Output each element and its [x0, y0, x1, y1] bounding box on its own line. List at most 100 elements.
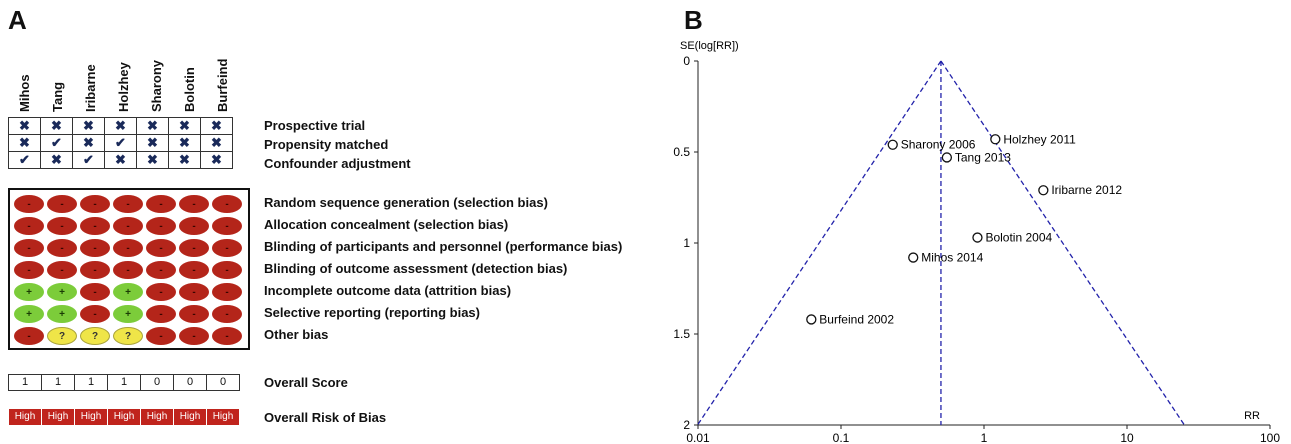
design-row-label: Propensity matched — [264, 137, 389, 152]
bias-rating-high: - — [14, 327, 44, 345]
bias-rating-high: - — [14, 195, 44, 213]
design-row: ✖ ✔ ✖ ✔ ✖ ✖ ✖ — [8, 134, 233, 152]
design-row: ✔ ✖ ✔ ✖ ✖ ✖ ✖ — [8, 151, 233, 169]
study-point — [887, 139, 898, 150]
design-mark: ✖ — [168, 117, 201, 135]
bias-rating-high: - — [80, 217, 110, 235]
overall-score-cell: 0 — [206, 374, 240, 391]
design-row: ✖ ✖ ✖ ✖ ✖ ✖ ✖ — [8, 117, 233, 135]
study-point — [972, 232, 983, 243]
design-mark: ✖ — [72, 134, 105, 152]
study-header: Tang — [43, 42, 77, 112]
overall-score-cell: 1 — [8, 374, 42, 391]
bias-rating-high: - — [146, 327, 176, 345]
overall-score-cell: 1 — [74, 374, 108, 391]
overall-score-cell: 0 — [140, 374, 174, 391]
bias-rating-high: - — [80, 195, 110, 213]
study-name: Tang — [50, 81, 65, 112]
bias-domain-label: Other bias — [264, 327, 329, 342]
x-tick-label: 100 — [1260, 431, 1280, 444]
study-header: Burfeind — [208, 42, 242, 112]
design-mark: ✖ — [168, 134, 201, 152]
bias-rating-high: - — [113, 217, 143, 235]
overall-risk-cell: High — [206, 408, 240, 426]
bias-rating-low: + — [113, 305, 143, 323]
study-name: Holzhey — [116, 62, 131, 112]
overall-risk-table: High High High High High High High — [8, 408, 240, 426]
study-name: Mihos — [17, 74, 32, 112]
bias-rating-high: - — [179, 261, 209, 279]
bias-rating-high: - — [212, 283, 242, 301]
bias-rating-high: - — [146, 239, 176, 257]
study-point-label: Mihos 2014 — [921, 251, 983, 265]
bias-rating-high: - — [179, 217, 209, 235]
study-point-label: Iribarne 2012 — [1051, 183, 1122, 197]
study-point-label: Tang 2013 — [955, 150, 1011, 164]
bias-rating-high: - — [113, 239, 143, 257]
x-tick-label: 10 — [1120, 431, 1134, 444]
bias-rating-high: - — [14, 239, 44, 257]
bias-rating-unclear: ? — [47, 327, 77, 345]
bias-rating-high: - — [47, 261, 77, 279]
design-mark: ✖ — [104, 117, 137, 135]
study-header: Bolotin — [175, 42, 209, 112]
bias-rating-high: - — [14, 217, 44, 235]
design-mark: ✖ — [200, 151, 233, 169]
x-tick-label: 0.1 — [833, 431, 850, 444]
study-name: Bolotin — [182, 67, 197, 112]
bias-rating-high: - — [80, 261, 110, 279]
bias-rating-high: - — [146, 261, 176, 279]
study-name: Sharony — [149, 59, 164, 112]
design-mark: ✖ — [8, 117, 41, 135]
design-mark: ✖ — [136, 117, 169, 135]
design-mark: ✖ — [40, 117, 73, 135]
bias-rating-high: - — [212, 261, 242, 279]
y-tick-label: 1.5 — [673, 327, 690, 341]
bias-rating-high: - — [146, 195, 176, 213]
design-mark: ✖ — [200, 117, 233, 135]
bias-rating-high: - — [47, 195, 77, 213]
bias-rating-high: - — [146, 305, 176, 323]
bias-rating-high: - — [179, 305, 209, 323]
x-axis-label: RR — [1244, 410, 1260, 422]
design-mark: ✖ — [104, 151, 137, 169]
bias-rating-low: + — [14, 283, 44, 301]
y-tick-label: 0 — [683, 54, 690, 68]
design-mark: ✖ — [168, 151, 201, 169]
design-mark: ✖ — [200, 134, 233, 152]
design-mark: ✖ — [8, 134, 41, 152]
bias-domain-label: Random sequence generation (selection bi… — [264, 195, 548, 210]
bias-rating-high: - — [212, 239, 242, 257]
overall-risk-cell: High — [140, 408, 174, 426]
design-mark: ✔ — [8, 151, 41, 169]
overall-risk-cell: High — [8, 408, 42, 426]
bias-rating-high: - — [212, 195, 242, 213]
study-point-label: Burfeind 2002 — [819, 312, 894, 326]
study-header: Sharony — [142, 42, 176, 112]
design-row-label: Prospective trial — [264, 118, 366, 133]
design-mark: ✔ — [40, 134, 73, 152]
x-tick-label: 1 — [981, 431, 988, 444]
study-header: Holzhey — [109, 42, 143, 112]
y-tick-label: 0.5 — [673, 145, 690, 159]
overall-score-cell: 1 — [41, 374, 75, 391]
bias-rating-high: - — [179, 283, 209, 301]
study-name: Burfeind — [215, 58, 230, 112]
overall-risk-cell: High — [41, 408, 75, 426]
bias-domain-label: Selective reporting (reporting bias) — [264, 305, 480, 320]
study-point — [941, 152, 953, 163]
bias-rating-unclear: ? — [80, 327, 110, 345]
bias-rating-low: + — [47, 305, 77, 323]
bias-rating-unclear: ? — [113, 327, 143, 345]
study-point — [806, 314, 817, 325]
design-mark: ✔ — [72, 151, 105, 169]
bias-domain-label: Allocation concealment (selection bias) — [264, 217, 509, 232]
study-header: Mihos — [10, 42, 44, 112]
overall-risk-cell: High — [173, 408, 207, 426]
panel-b-label: B — [684, 5, 703, 35]
design-mark: ✖ — [136, 151, 169, 169]
funnel-left-boundary — [696, 60, 942, 426]
study-point — [1038, 185, 1049, 196]
x-tick-label: 0.01 — [686, 431, 710, 444]
